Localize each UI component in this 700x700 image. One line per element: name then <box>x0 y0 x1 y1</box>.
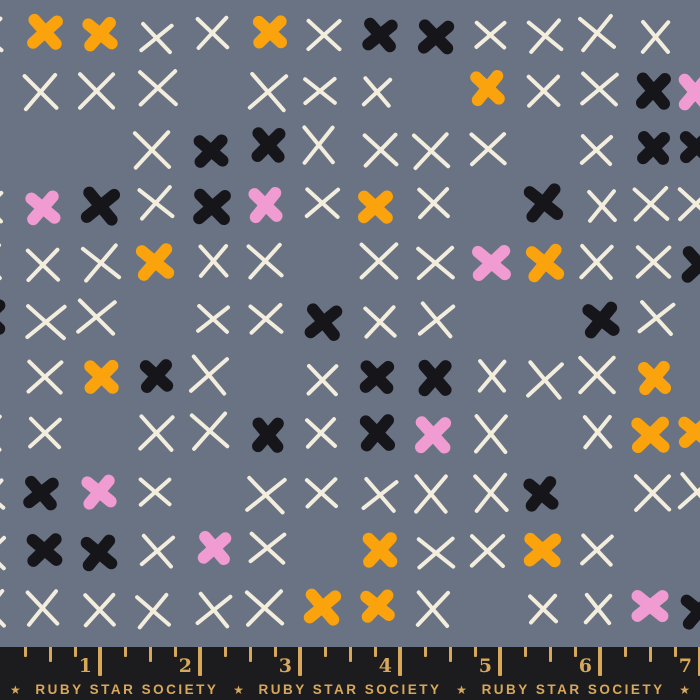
star-icon: ★ <box>10 682 21 697</box>
x-mark-stroke <box>0 360 2 400</box>
x-mark-stroke <box>0 243 3 281</box>
star-icon: ★ <box>456 682 467 697</box>
x-mark-stroke <box>0 361 2 400</box>
ruler-tick <box>574 647 577 657</box>
ruler-tick <box>224 647 227 657</box>
ruler-tick <box>449 647 452 662</box>
ruler-tick <box>624 647 627 657</box>
ruler-tick <box>174 647 177 657</box>
ruler-inch-tick <box>698 647 700 676</box>
ruler-tick <box>324 647 327 657</box>
ruler-inch-number: 5 <box>478 655 492 677</box>
ruler-inch-number: 7 <box>678 655 692 677</box>
ruler-tick <box>474 647 477 657</box>
ruler-tick <box>374 647 377 657</box>
x-mark-stroke <box>83 242 119 284</box>
x-mark-stroke <box>188 356 230 394</box>
star-icon: ★ <box>679 682 690 697</box>
x-mark-stroke <box>136 591 169 630</box>
x-mark-stroke <box>195 594 234 627</box>
x-mark-stroke <box>139 184 173 222</box>
star-icon: ★ <box>233 682 244 697</box>
ruler-inch-tick <box>98 647 102 676</box>
ruler-inch-number: 2 <box>178 655 192 677</box>
ruler-inch-number: 1 <box>78 655 92 677</box>
ruler-tick <box>524 647 527 657</box>
ruler-tick <box>124 647 127 657</box>
ruler-inch-tick <box>498 647 502 676</box>
ruler-tick <box>649 647 652 662</box>
ruler-tick <box>24 647 27 657</box>
brand-text: RUBY STAR SOCIETY <box>481 682 665 697</box>
ruler-tick <box>74 647 77 657</box>
ruler-tick <box>424 647 427 657</box>
ruler-inch-tick <box>198 647 202 676</box>
x-mark-stroke <box>0 413 3 453</box>
brand-text: RUBY STAR SOCIETY <box>35 682 219 697</box>
ruler-inch-number: 4 <box>378 655 392 677</box>
ruler-tick <box>549 647 552 662</box>
ruler-tick <box>49 647 52 662</box>
x-mark-stroke <box>580 12 614 53</box>
ruler-inch-tick <box>398 647 402 676</box>
ruler-tick <box>249 647 252 662</box>
ruler-tick <box>674 647 677 657</box>
x-mark-stroke <box>0 413 3 453</box>
brand-text: RUBY STAR SOCIETY <box>258 682 442 697</box>
ruler-tick <box>349 647 352 662</box>
ruler-inch-number: 6 <box>578 655 592 677</box>
fabric-pattern <box>0 0 700 647</box>
x-mark-stroke <box>416 303 456 337</box>
x-mark-stroke <box>0 17 5 53</box>
ruler-inch-tick <box>598 647 602 676</box>
brand-row: ★ RUBY STAR SOCIETY ★ RUBY STAR SOCIETY ★ RUB… <box>0 682 700 697</box>
ruler-strip: 1 2 3 4 5 6 7 ★ RUBY STAR SOCIETY ★ RUBY STAR SOC… <box>0 647 700 700</box>
ruler-inch-number: 3 <box>278 655 292 677</box>
ruler-tick <box>274 647 277 657</box>
ruler-inch-tick <box>298 647 302 676</box>
ruler-tick <box>149 647 152 662</box>
